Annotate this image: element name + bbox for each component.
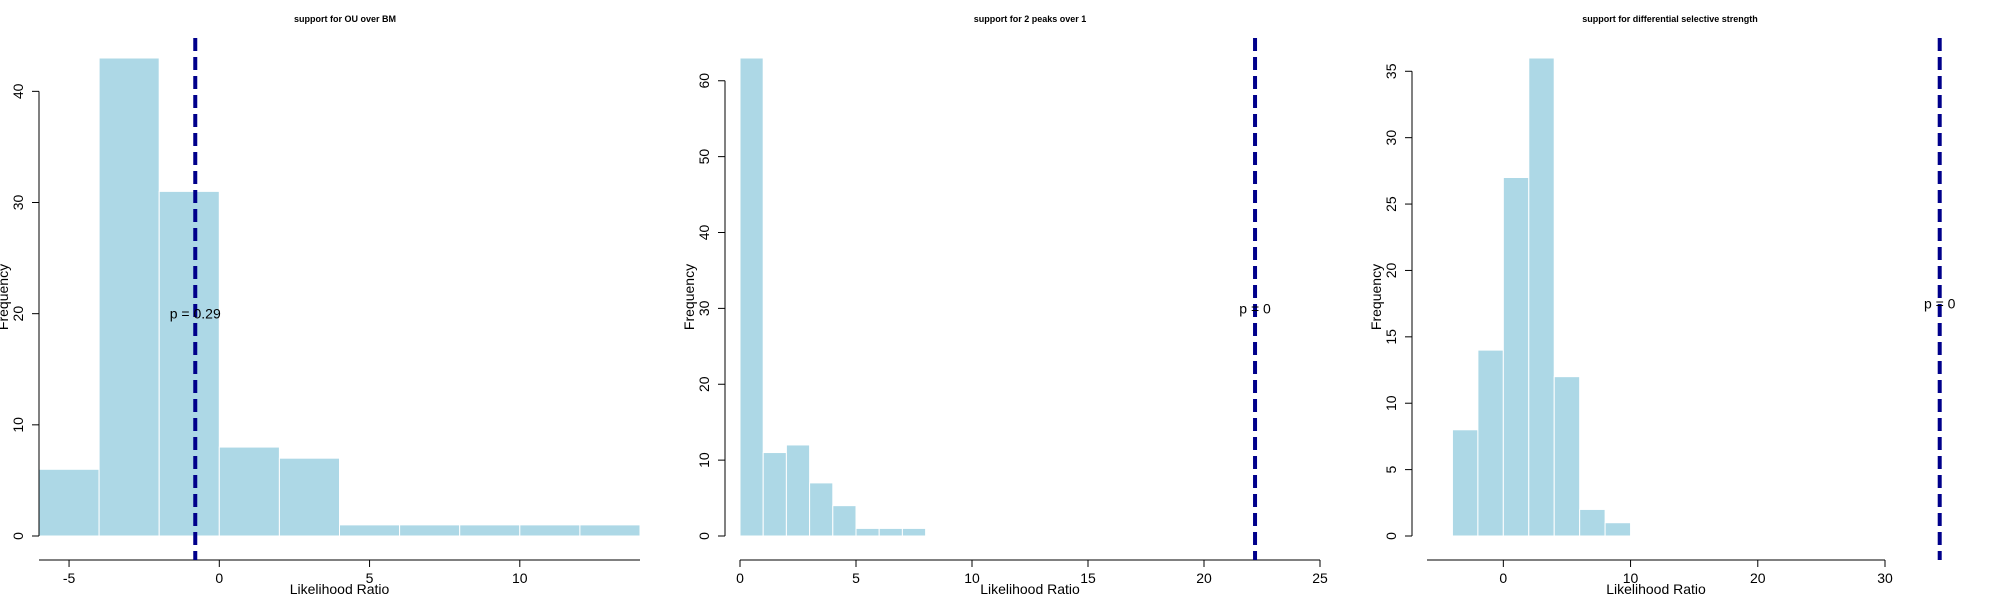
histogram-bar [901,527,927,537]
x-tick-label: 15 [1080,570,1096,586]
chart-title: support for OU over BM [294,14,396,24]
chart-title: support for differential selective stren… [1582,14,1758,24]
x-tick-label: 20 [1196,570,1212,586]
y-tick-label: 10 [696,452,712,468]
y-axis-label: Frequency [0,264,11,330]
x-tick-label: 0 [736,570,744,586]
histogram-bar [218,446,280,537]
p-value-annotation: p = 0.29 [170,306,221,322]
x-tick-label: 0 [215,570,223,586]
histogram-bar [1579,508,1606,537]
y-tick-label: 10 [1383,395,1399,411]
histogram-bar [832,505,857,537]
p-value-annotation: p = 0 [1924,296,1956,312]
y-tick-label: 0 [1383,532,1399,540]
y-tick-label: 40 [696,225,712,241]
x-axis-label: Likelihood Ratio [1606,581,1706,597]
x-axis-label: Likelihood Ratio [980,581,1080,597]
x-tick-label: 10 [512,570,528,586]
y-tick-label: 20 [10,306,26,322]
histogram-bar [579,524,641,537]
y-tick-label: 60 [696,73,712,89]
histogram-bar [1528,57,1555,537]
histogram-bar [809,482,834,537]
histogram-bar [399,524,461,537]
y-axis-label: Frequency [1368,264,1384,330]
y-tick-label: 10 [10,417,26,433]
y-tick-label: 35 [1383,63,1399,79]
histogram-bar [519,524,581,537]
x-tick-label: 5 [366,570,374,586]
x-tick-label: 5 [852,570,860,586]
p-value-annotation: p = 0 [1239,300,1271,316]
x-tick-label: -5 [63,570,76,586]
x-tick-label: 20 [1750,570,1766,586]
chart-panel-3: support for differential selective stren… [1368,14,1956,597]
y-tick-label: 15 [1383,329,1399,345]
histogram-bar [855,527,880,537]
y-tick-label: 20 [1383,262,1399,278]
histogram-bar [762,452,787,537]
y-tick-label: 40 [10,83,26,99]
y-tick-label: 30 [10,195,26,211]
histogram-bar [98,57,160,537]
y-tick-label: 50 [696,149,712,165]
x-tick-label: 30 [1877,570,1893,586]
chart-title: support for 2 peaks over 1 [974,14,1087,24]
y-tick-label: 30 [696,300,712,316]
histogram-bar [1502,177,1530,537]
y-tick-label: 20 [696,376,712,392]
histogram-bar [339,524,401,537]
y-tick-label: 0 [10,532,26,540]
histogram-bar [1477,349,1504,537]
histogram-bar [785,444,811,537]
chart-panel-2: support for 2 peaks over 1 0 10 20 30 40 50 60 0… [681,14,1328,597]
histogram-bar [1553,376,1581,537]
histogram-bar [1451,429,1479,537]
histogram-bar [158,190,220,537]
y-tick-label: 0 [696,532,712,540]
x-axis-label: Likelihood Ratio [290,581,390,597]
histogram-bar [878,527,903,537]
y-tick-label: 30 [1383,130,1399,146]
x-tick-label: 0 [1499,570,1507,586]
chart-panel-1: support for OU over BM 0 10 20 30 40 -5 0 5 10 Lik… [0,14,641,597]
y-axis-label: Frequency [681,264,697,330]
x-tick-label: 10 [1623,570,1639,586]
y-tick-label: 25 [1383,196,1399,212]
x-tick-label: 10 [964,570,980,586]
histogram-bar [1604,522,1632,537]
histogram-bar [278,457,340,537]
histogram-bar [459,524,521,537]
x-tick-label: 25 [1312,570,1328,586]
histogram-bar [38,468,100,537]
histogram-bar [739,57,764,537]
y-tick-label: 5 [1383,466,1399,474]
